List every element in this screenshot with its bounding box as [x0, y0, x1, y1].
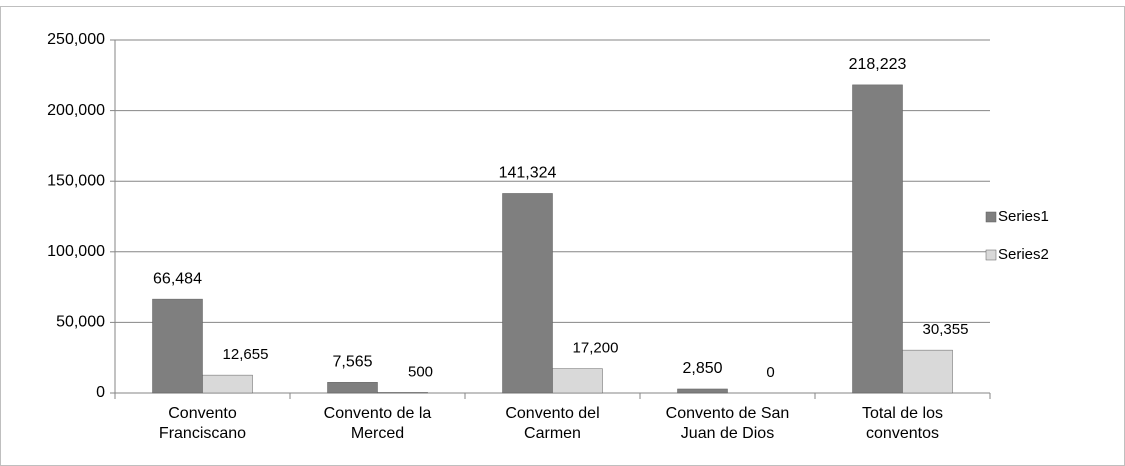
bar [202, 374, 253, 394]
legend-marker [985, 211, 997, 223]
y-tick-label: 150,000 [47, 172, 105, 189]
y-tick-label: 100,000 [47, 243, 105, 260]
data-label: 141,324 [499, 165, 557, 182]
x-tick-label: Convento del Carmen [505, 405, 600, 442]
bar [902, 349, 953, 394]
y-tick-label: 200,000 [47, 102, 105, 119]
legend-label: Series2 [998, 246, 1049, 263]
data-label: 66,484 [153, 270, 202, 287]
y-tick-label: 250,000 [47, 31, 105, 48]
data-label: 500 [408, 363, 433, 380]
bar [852, 84, 903, 394]
y-tick-label: 50,000 [56, 314, 105, 331]
x-tick-label: Convento Franciscano [158, 405, 247, 442]
data-label: 0 [766, 364, 774, 381]
chart-border [0, 6, 1125, 466]
y-tick-label: 0 [96, 384, 105, 401]
data-label: 218,223 [849, 56, 907, 73]
data-label: 2,850 [682, 360, 722, 377]
bar [152, 298, 203, 394]
x-tick-label: Convento de la Merced [323, 405, 432, 442]
bar [377, 392, 428, 394]
data-label: 12,655 [223, 346, 269, 363]
data-label: 17,200 [573, 340, 619, 357]
legend-label: Series1 [998, 208, 1049, 225]
bar [552, 368, 603, 394]
x-tick-label: Total de los conventos [862, 405, 943, 442]
data-label: 7,565 [332, 354, 372, 371]
legend-marker [985, 249, 997, 261]
bar [327, 382, 378, 394]
bar [502, 193, 553, 394]
x-tick-label: Convento de San Juan de Dios [665, 405, 790, 442]
data-label: 30,355 [923, 321, 969, 338]
bar [677, 388, 728, 394]
